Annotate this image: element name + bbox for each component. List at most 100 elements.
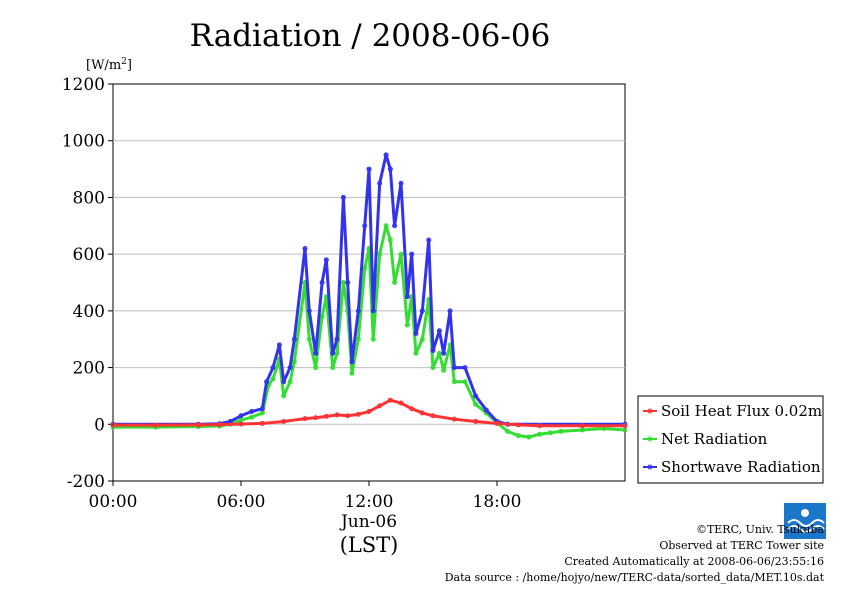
data-point bbox=[409, 251, 415, 257]
y-tick-label: 800 bbox=[73, 188, 105, 208]
data-point bbox=[419, 308, 425, 314]
data-point bbox=[447, 308, 453, 314]
data-point bbox=[270, 365, 276, 371]
data-point bbox=[259, 420, 265, 426]
data-point bbox=[547, 430, 553, 436]
data-point bbox=[451, 365, 457, 371]
y-tick-label: 1000 bbox=[62, 132, 105, 152]
data-point bbox=[302, 416, 308, 422]
data-point bbox=[387, 166, 393, 172]
data-point bbox=[281, 379, 287, 385]
x-axis-ticks: 00:00 06:00 12:00 18:00 bbox=[89, 481, 522, 512]
data-point bbox=[195, 422, 201, 428]
x-tick-label: 18:00 bbox=[473, 492, 522, 512]
data-point bbox=[306, 336, 312, 342]
series-line bbox=[113, 398, 625, 428]
data-point bbox=[355, 336, 361, 342]
data-point bbox=[362, 223, 368, 229]
data-point bbox=[366, 166, 372, 172]
data-point bbox=[473, 418, 479, 424]
data-point bbox=[330, 365, 336, 371]
data-point bbox=[483, 407, 489, 413]
data-point bbox=[281, 418, 287, 424]
copyright-text: ©TERC, Univ. Tsukuba bbox=[695, 523, 824, 536]
data-point bbox=[526, 434, 532, 440]
data-point bbox=[413, 350, 419, 356]
legend-marker bbox=[647, 464, 653, 470]
data-point bbox=[579, 423, 585, 429]
x-tick-label: 06:00 bbox=[217, 492, 266, 512]
y-tick-label: 200 bbox=[73, 359, 105, 379]
data-point bbox=[441, 367, 447, 373]
data-point bbox=[426, 237, 432, 243]
data-point bbox=[276, 342, 282, 348]
data-point bbox=[392, 223, 398, 229]
data-point bbox=[287, 379, 293, 385]
data-point bbox=[430, 365, 436, 371]
x-tick-label: 12:00 bbox=[345, 492, 394, 512]
data-point bbox=[419, 336, 425, 342]
data-point bbox=[436, 328, 442, 334]
data-point bbox=[319, 280, 325, 285]
data-point bbox=[494, 420, 500, 426]
data-point bbox=[287, 365, 293, 371]
data-point bbox=[153, 422, 159, 428]
data-point bbox=[334, 412, 340, 418]
data-point bbox=[340, 194, 346, 200]
data-point bbox=[462, 379, 468, 385]
data-point bbox=[430, 413, 436, 419]
data-point bbox=[313, 350, 319, 356]
data-point bbox=[387, 237, 393, 243]
y-tick-label: 400 bbox=[73, 302, 105, 322]
data-point bbox=[404, 294, 410, 300]
data-point bbox=[259, 406, 265, 412]
data-point bbox=[398, 180, 404, 186]
data-point bbox=[462, 365, 468, 371]
data-point bbox=[264, 379, 270, 385]
data-point bbox=[398, 251, 404, 257]
plot-area bbox=[112, 83, 626, 482]
series-layer bbox=[110, 152, 628, 440]
data-point bbox=[377, 403, 383, 409]
x-axis-date-label: Jun-06 bbox=[339, 512, 397, 532]
legend: Soil Heat Flux 0.02m Net Radiation Shortwa… bbox=[637, 395, 824, 484]
data-point bbox=[217, 422, 223, 428]
y-tick-label: -200 bbox=[67, 472, 105, 492]
data-point bbox=[313, 365, 319, 371]
data-point bbox=[409, 406, 415, 412]
x-tick-label: 00:00 bbox=[89, 492, 138, 512]
data-point bbox=[383, 223, 389, 229]
data-point bbox=[238, 421, 244, 427]
series-line bbox=[113, 153, 625, 426]
y-tick-label: 600 bbox=[73, 245, 105, 265]
series-shortwave-radiation bbox=[110, 152, 628, 427]
chart-title: Radiation / 2008-06-06 bbox=[190, 18, 551, 54]
data-point bbox=[281, 393, 287, 399]
site-text: Observed at TERC Tower site bbox=[659, 539, 824, 552]
data-point bbox=[387, 397, 393, 403]
legend-label: Soil Heat Flux 0.02m bbox=[661, 402, 822, 420]
data-point bbox=[558, 428, 564, 434]
data-point bbox=[392, 280, 398, 285]
legend-item: Shortwave Radiation bbox=[643, 458, 821, 476]
data-point bbox=[473, 401, 479, 407]
created-text: Created Automatically at 2008-06-06/23:5… bbox=[564, 555, 824, 568]
y-tick-label: 1200 bbox=[62, 75, 105, 95]
data-point bbox=[413, 331, 419, 337]
series-soil-heat-flux-0-02m bbox=[110, 397, 628, 429]
data-point bbox=[270, 376, 276, 382]
data-point bbox=[430, 348, 436, 354]
data-point bbox=[370, 336, 376, 342]
data-point bbox=[334, 336, 340, 342]
data-point bbox=[313, 415, 319, 421]
source-text: Data source : /home/hojyo/new/TERC-data/… bbox=[444, 571, 824, 584]
data-point bbox=[345, 280, 351, 285]
data-point bbox=[473, 393, 479, 399]
legend-item: Net Radiation bbox=[643, 430, 768, 448]
data-point bbox=[366, 409, 372, 415]
data-point bbox=[377, 180, 383, 186]
data-point bbox=[110, 422, 116, 428]
data-point bbox=[451, 379, 457, 385]
data-point bbox=[383, 152, 389, 158]
